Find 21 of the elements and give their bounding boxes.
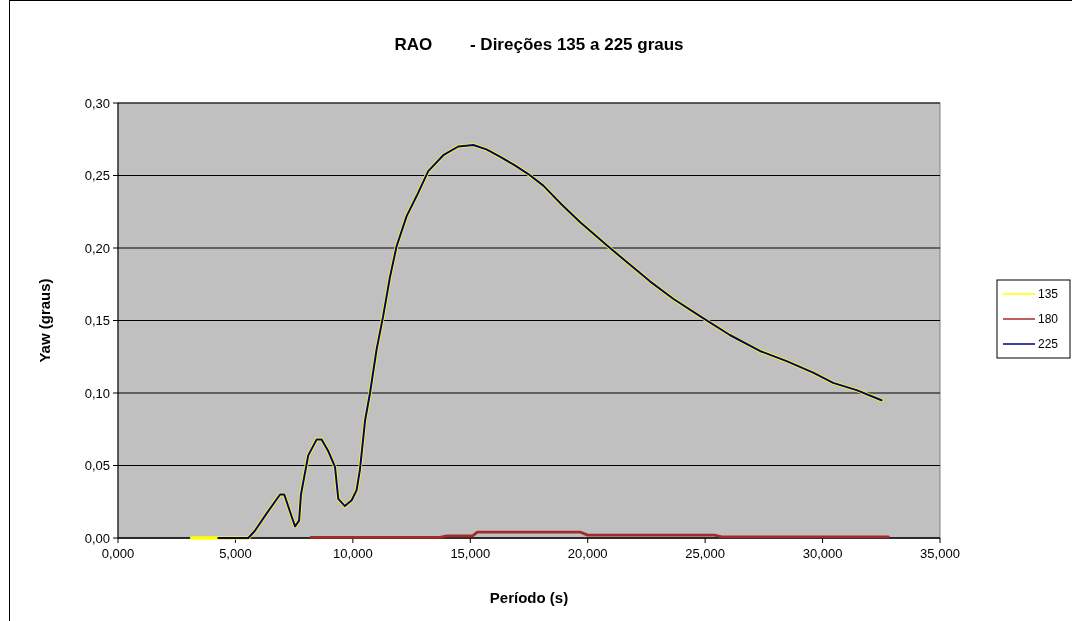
x-tick-label: 10,000	[332, 546, 373, 561]
legend-label: 135	[1038, 287, 1059, 302]
x-tick-label: 30,000	[802, 546, 843, 561]
y-tick-label: 0,20	[84, 240, 110, 256]
y-tick-label: 0,10	[84, 385, 110, 401]
x-tick-label: 35,000	[920, 546, 960, 561]
x-tick-label: 25,000	[685, 546, 726, 561]
y-tick-label: 0,05	[84, 458, 110, 474]
y-tick-label: 0,15	[84, 313, 110, 329]
legend-label: 225	[1038, 337, 1059, 352]
x-tick-label: 15,000	[450, 546, 491, 561]
y-tick-label: 0,25	[84, 168, 110, 184]
x-tick-label: 5,000	[219, 546, 252, 561]
x-tick-label: 0,000	[101, 546, 135, 561]
x-axis-title: Período (s)	[489, 589, 569, 606]
x-tick-label: 20,000	[567, 546, 608, 561]
y-tick-label: 0,30	[84, 95, 110, 111]
y-axis-title: Yaw (graus)	[36, 278, 53, 363]
chart-title: RAO - Direções 135 a 225 graus	[394, 35, 684, 54]
y-tick-label: 0,00	[84, 530, 110, 546]
legend-label: 180	[1038, 312, 1059, 327]
